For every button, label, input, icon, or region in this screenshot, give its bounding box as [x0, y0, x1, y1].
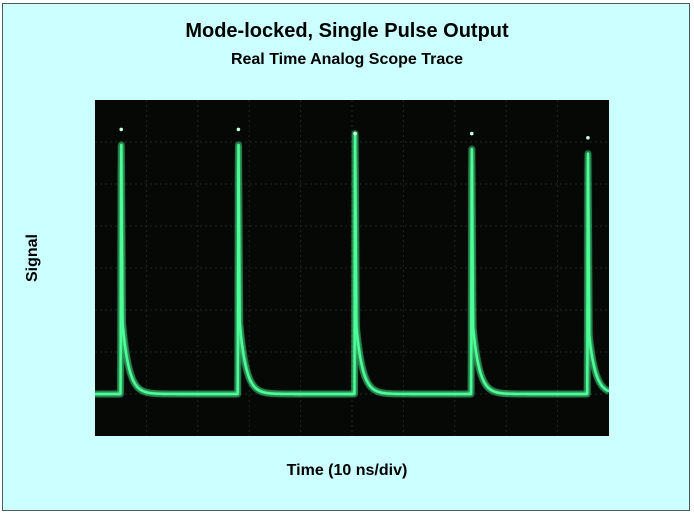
scope-trace-plot: [95, 100, 609, 436]
pulse-peak-2: [236, 127, 241, 132]
scope-trace: [95, 127, 609, 398]
y-axis-label: Signal: [24, 233, 41, 283]
chart-subtitle: Real Time Analog Scope Trace: [230, 51, 464, 68]
signal-trace-line: [95, 132, 609, 396]
x-axis-label: Time (10 ns/div): [286, 462, 408, 479]
pulse-peak-4: [469, 131, 474, 136]
pulse-peak-3: [353, 131, 357, 136]
chart-title: Mode-locked, Single Pulse Output: [185, 20, 509, 42]
scope-grid: [95, 100, 609, 436]
pulse-peak-1: [119, 127, 124, 132]
oscilloscope-screen: [95, 100, 609, 436]
trace-glow: [95, 130, 609, 398]
pulse-peak-5: [586, 136, 590, 140]
